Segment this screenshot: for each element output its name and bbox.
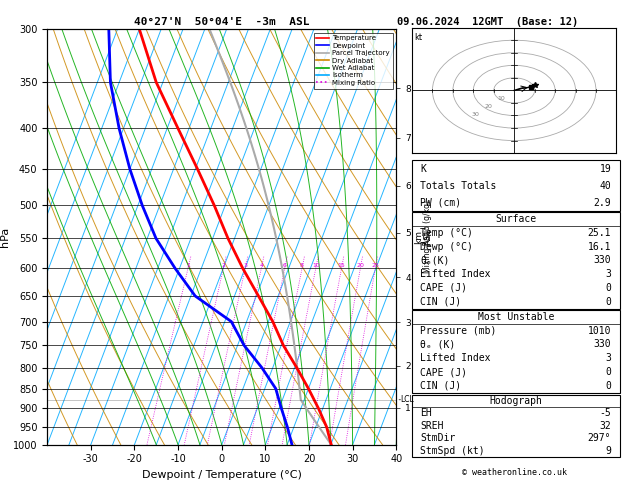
- Text: CAPE (J): CAPE (J): [420, 367, 467, 377]
- Y-axis label: km
ASL: km ASL: [414, 228, 433, 245]
- Text: 16.1: 16.1: [587, 242, 611, 252]
- Text: 3: 3: [605, 269, 611, 279]
- Text: kt: kt: [414, 33, 422, 42]
- Text: CIN (J): CIN (J): [420, 297, 462, 307]
- Legend: Temperature, Dewpoint, Parcel Trajectory, Dry Adiabat, Wet Adiabat, Isotherm, Mi: Temperature, Dewpoint, Parcel Trajectory…: [314, 33, 392, 88]
- Text: 330: 330: [594, 340, 611, 349]
- Text: 10: 10: [498, 96, 505, 101]
- Text: Most Unstable: Most Unstable: [477, 312, 554, 322]
- Text: 0: 0: [605, 283, 611, 293]
- Text: Dewp (°C): Dewp (°C): [420, 242, 473, 252]
- Text: 330: 330: [594, 256, 611, 265]
- Text: StmDir: StmDir: [420, 433, 455, 443]
- Text: 1010: 1010: [587, 326, 611, 336]
- Text: 297°: 297°: [587, 433, 611, 443]
- Text: 19: 19: [599, 164, 611, 174]
- Text: Hodograph: Hodograph: [489, 396, 542, 406]
- Text: Surface: Surface: [495, 214, 537, 224]
- Text: CAPE (J): CAPE (J): [420, 283, 467, 293]
- Text: θₑ (K): θₑ (K): [420, 340, 455, 349]
- Text: 4: 4: [259, 263, 264, 268]
- Text: 1: 1: [186, 263, 190, 268]
- Text: 9: 9: [605, 446, 611, 455]
- Text: 10: 10: [312, 263, 320, 268]
- Text: Lifted Index: Lifted Index: [420, 269, 491, 279]
- Text: 0: 0: [605, 381, 611, 391]
- Text: θₑ(K): θₑ(K): [420, 256, 450, 265]
- Text: 2.9: 2.9: [594, 198, 611, 208]
- Text: 2: 2: [221, 263, 225, 268]
- Text: 0: 0: [605, 297, 611, 307]
- Text: PW (cm): PW (cm): [420, 198, 462, 208]
- Text: 30: 30: [471, 112, 479, 117]
- Text: Temp (°C): Temp (°C): [420, 228, 473, 238]
- Text: 3: 3: [243, 263, 247, 268]
- Text: StmSpd (kt): StmSpd (kt): [420, 446, 485, 455]
- Text: © weatheronline.co.uk: © weatheronline.co.uk: [462, 468, 567, 477]
- Text: EH: EH: [420, 408, 432, 418]
- Text: 25.1: 25.1: [587, 228, 611, 238]
- Text: 32: 32: [599, 421, 611, 431]
- Text: -5: -5: [599, 408, 611, 418]
- Text: CIN (J): CIN (J): [420, 381, 462, 391]
- Title: 40°27'N  50°04'E  -3m  ASL: 40°27'N 50°04'E -3m ASL: [134, 17, 309, 27]
- Text: 3: 3: [605, 353, 611, 363]
- Text: LCL: LCL: [400, 395, 413, 404]
- Text: 40: 40: [599, 181, 611, 191]
- Text: 0: 0: [605, 367, 611, 377]
- Text: Totals Totals: Totals Totals: [420, 181, 497, 191]
- Text: Lifted Index: Lifted Index: [420, 353, 491, 363]
- Text: 15: 15: [338, 263, 345, 268]
- Text: 20: 20: [357, 263, 364, 268]
- Text: 6: 6: [283, 263, 287, 268]
- Text: 25: 25: [371, 263, 379, 268]
- Text: 20: 20: [484, 104, 492, 109]
- X-axis label: Dewpoint / Temperature (°C): Dewpoint / Temperature (°C): [142, 470, 302, 480]
- Text: SREH: SREH: [420, 421, 444, 431]
- Text: Mixing Ratio (g/kg): Mixing Ratio (g/kg): [423, 200, 432, 274]
- Text: Pressure (mb): Pressure (mb): [420, 326, 497, 336]
- Text: 09.06.2024  12GMT  (Base: 12): 09.06.2024 12GMT (Base: 12): [397, 17, 578, 27]
- Text: 8: 8: [300, 263, 304, 268]
- Text: K: K: [420, 164, 426, 174]
- Y-axis label: hPa: hPa: [0, 227, 10, 247]
